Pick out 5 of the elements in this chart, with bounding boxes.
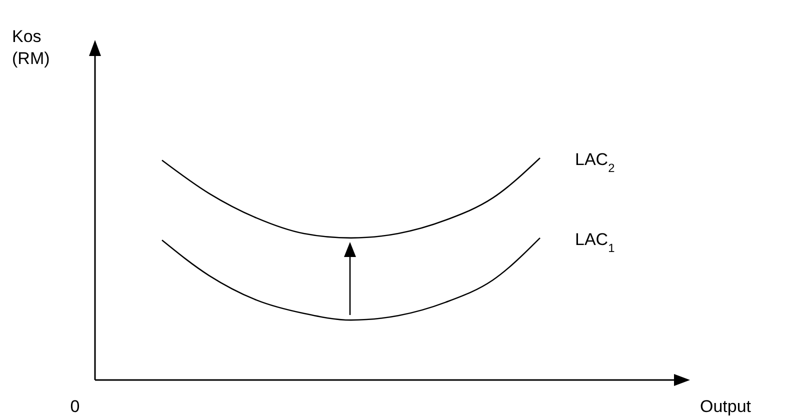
text: 0 <box>70 397 80 416</box>
text: Output <box>700 397 752 416</box>
text: LAC$_{1}$ <box>575 230 616 255</box>
text: Kos (RM) <box>12 27 50 68</box>
text: LAC$_{2}$ <box>575 150 616 175</box>
